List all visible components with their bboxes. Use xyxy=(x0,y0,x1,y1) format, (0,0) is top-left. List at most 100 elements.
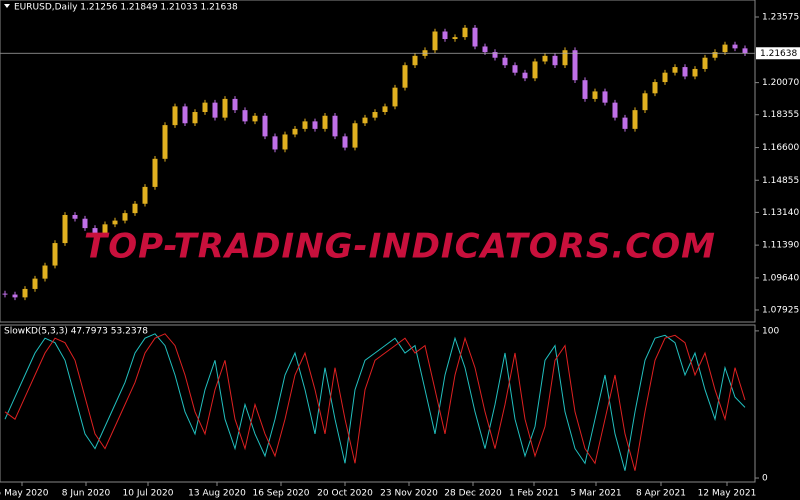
candle-body xyxy=(602,91,608,103)
candle-body xyxy=(342,136,348,148)
candle-body xyxy=(672,67,678,73)
candle-body xyxy=(52,243,58,266)
y-tick-label: 1.23575 xyxy=(762,12,799,22)
candle-body xyxy=(592,91,598,99)
candle-body xyxy=(162,125,168,159)
candle-body xyxy=(402,65,408,88)
x-tick-label: 8 Apr 2021 xyxy=(636,489,686,499)
x-tick-label: 28 Dec 2020 xyxy=(444,489,502,499)
candle-body xyxy=(632,110,638,129)
candle-body xyxy=(22,288,28,298)
indicator-line xyxy=(4,333,746,471)
y-tick-label: 1.16600 xyxy=(762,143,799,153)
candle-body xyxy=(502,57,508,66)
last-price-box xyxy=(756,47,800,60)
candle-body xyxy=(132,203,138,214)
candle-body xyxy=(472,27,478,47)
candle-body xyxy=(242,110,248,122)
x-tick-label: 8 Jun 2020 xyxy=(62,489,111,499)
x-tick-label: 20 Oct 2020 xyxy=(317,489,373,499)
plot-layer: 1.23575 1.20070 1.18355 1.16600 1.14855 1.131… xyxy=(0,12,800,499)
last-price-label: 1.21638 xyxy=(760,49,797,59)
candle-body xyxy=(12,294,18,298)
watermark: TOP-TRADING-INDICATORS.COM xyxy=(84,227,716,267)
candle-body xyxy=(302,121,308,129)
x-tick-label: 12 May 2021 xyxy=(698,489,757,499)
candle-body xyxy=(512,65,518,73)
candle-body xyxy=(432,31,438,51)
candle-body xyxy=(412,55,418,66)
x-tick-label: 10 Jul 2020 xyxy=(123,489,174,499)
candle-body xyxy=(62,214,68,244)
candle-body xyxy=(82,218,88,229)
candle-body xyxy=(312,121,318,129)
candle-body xyxy=(722,44,728,53)
candle-body xyxy=(72,214,78,219)
price-frame xyxy=(0,0,756,323)
candle-body xyxy=(212,102,218,118)
candle-body xyxy=(142,186,148,204)
x-tick-label: 23 Nov 2020 xyxy=(380,489,438,499)
y-tick-label: 1.07925 xyxy=(762,305,799,315)
indicator-line xyxy=(4,333,746,471)
candle-body xyxy=(542,55,548,62)
candle-body xyxy=(2,293,8,295)
candle-body xyxy=(192,112,198,124)
candle-body xyxy=(122,213,128,221)
candle-body xyxy=(712,52,718,58)
candle-body xyxy=(322,115,328,129)
candle-body xyxy=(732,44,738,49)
indicator-frame xyxy=(0,324,756,483)
candle-body xyxy=(692,68,698,77)
y-tick-label: 1.13140 xyxy=(762,208,799,218)
candle-body xyxy=(262,115,268,137)
candle-body xyxy=(232,98,238,111)
candle-body xyxy=(552,55,558,66)
candle-body xyxy=(572,50,578,81)
x-tick-label: 13 Aug 2020 xyxy=(188,489,246,499)
menu-icon xyxy=(4,4,10,8)
candle-body xyxy=(562,50,568,66)
candle-body xyxy=(682,67,688,77)
x-tick-label: 16 Sep 2020 xyxy=(252,489,309,499)
candle-body xyxy=(652,82,658,94)
x-tick-label: 5 May 2020 xyxy=(0,489,49,499)
candle-body xyxy=(582,80,588,99)
candle-body xyxy=(622,117,628,129)
candle-body xyxy=(292,128,298,135)
candle-body xyxy=(372,112,378,118)
candle-body xyxy=(442,31,448,39)
candle-body xyxy=(452,37,458,39)
candle-body xyxy=(532,61,538,79)
price-title: EURUSD,Daily 1.21256 1.21849 1.21033 1.2… xyxy=(14,3,238,13)
candle-body xyxy=(612,102,618,118)
candle-body xyxy=(92,228,98,234)
candle-body xyxy=(42,265,48,279)
candle-body xyxy=(382,106,388,113)
candle-body xyxy=(222,98,228,118)
x-tick-label: 5 Mar 2021 xyxy=(570,489,621,499)
candle-body xyxy=(182,106,188,124)
candle-body xyxy=(462,27,468,38)
y-tick-label: 1.14855 xyxy=(762,176,799,186)
candle-body xyxy=(152,158,158,187)
y-tick-label: 1.18355 xyxy=(762,110,799,120)
candle-body xyxy=(112,220,118,225)
x-tick-label: 1 Feb 2021 xyxy=(509,489,559,499)
candle-body xyxy=(362,117,368,124)
candle-body xyxy=(172,106,178,126)
y-tick-label: 100 xyxy=(762,326,779,336)
candle-body xyxy=(32,278,38,289)
candle-body xyxy=(702,57,708,69)
y-tick-label: 1.11390 xyxy=(762,241,799,251)
candle-body xyxy=(492,52,498,58)
candle-body xyxy=(282,134,288,150)
candle-body xyxy=(392,87,398,107)
candle-body xyxy=(252,115,258,122)
candle-body xyxy=(352,123,358,148)
y-tick-label: 1.20070 xyxy=(762,78,799,88)
candle-body xyxy=(662,72,668,83)
candle-body xyxy=(642,93,648,111)
